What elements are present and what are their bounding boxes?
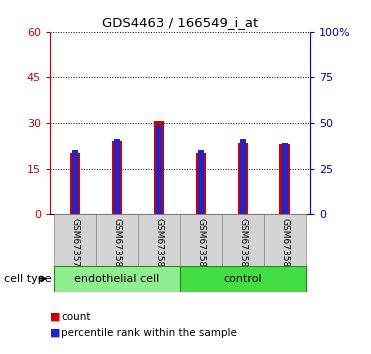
Bar — [264, 214, 306, 266]
Title: GDS4463 / 166549_i_at: GDS4463 / 166549_i_at — [102, 16, 258, 29]
Text: GSM673581: GSM673581 — [154, 218, 164, 273]
Text: GSM673583: GSM673583 — [238, 218, 247, 273]
Bar — [222, 214, 264, 266]
Bar — [279, 144, 290, 214]
Text: control: control — [223, 274, 262, 284]
Bar — [154, 121, 164, 214]
Text: ■: ■ — [50, 312, 60, 322]
Bar — [54, 214, 96, 266]
Bar — [240, 139, 246, 214]
Bar — [156, 125, 162, 214]
Bar — [198, 150, 204, 214]
Text: endothelial cell: endothelial cell — [75, 274, 160, 284]
Bar — [112, 141, 122, 214]
Bar — [237, 143, 248, 214]
Bar — [54, 266, 180, 292]
Text: ■: ■ — [50, 328, 60, 338]
Bar — [72, 150, 78, 214]
Text: count: count — [61, 312, 91, 322]
Text: cell type: cell type — [4, 274, 51, 284]
Text: GSM673580: GSM673580 — [113, 218, 122, 273]
Text: percentile rank within the sample: percentile rank within the sample — [61, 328, 237, 338]
Text: GSM673579: GSM673579 — [71, 218, 80, 273]
Bar — [180, 266, 306, 292]
Bar — [96, 214, 138, 266]
Text: GSM673584: GSM673584 — [280, 218, 289, 273]
Bar — [114, 139, 120, 214]
Bar — [180, 214, 222, 266]
Bar — [138, 214, 180, 266]
Bar — [282, 143, 288, 214]
Bar — [196, 153, 206, 214]
Text: GSM673582: GSM673582 — [196, 218, 206, 273]
Bar — [70, 153, 81, 214]
